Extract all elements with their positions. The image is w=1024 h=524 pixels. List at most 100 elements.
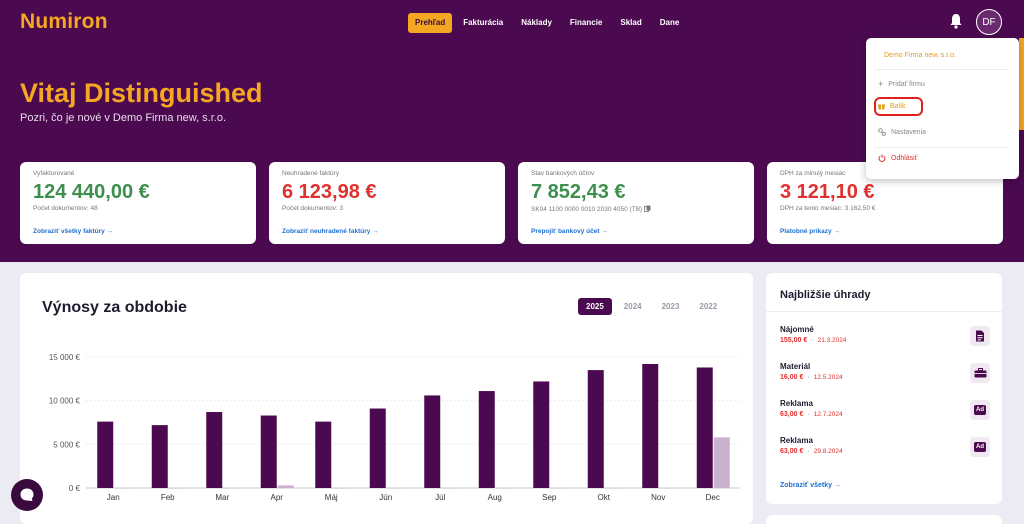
payment-name: Materiál — [780, 362, 811, 371]
payment-item[interactable]: Nájomné 155,00 € · 21.3.2024 — [780, 325, 990, 351]
card-unpaid: Neuhradené faktúry 6 123,98 € Počet doku… — [269, 162, 505, 244]
package-label: Balík — [890, 103, 906, 110]
upcoming-payments-title: Najbližšie úhrady — [780, 289, 871, 301]
nav-item-sklad[interactable]: Sklad — [620, 18, 642, 27]
settings-item[interactable]: Nastavenia — [878, 128, 926, 136]
payment-name: Reklama — [780, 399, 813, 408]
y-tick-label: 15 000 € — [49, 353, 81, 362]
scrollbar[interactable] — [1019, 38, 1024, 130]
plus-icon: + — [878, 79, 884, 89]
payment-amount: 63,00 € — [780, 448, 804, 455]
nav-item-financie[interactable]: Financie — [569, 18, 603, 27]
card-value: 7 852,43 € — [531, 181, 626, 203]
payment-item[interactable]: Reklama 63,00 € · 29.8.2024 Ad — [780, 436, 990, 462]
x-tick-label: Sep — [542, 493, 557, 502]
payment-name: Reklama — [780, 436, 813, 445]
year-tabs: 2025 2024 2023 2022 — [578, 298, 725, 315]
bell-icon[interactable] — [949, 13, 963, 29]
bar-2025-Sep — [533, 381, 550, 488]
bar-secondary-Júl — [441, 488, 458, 489]
dropdown-company-name[interactable]: Demo Firma new, s.r.o. — [884, 52, 956, 59]
toolbox-icon — [970, 363, 990, 383]
divider — [766, 311, 1002, 312]
user-dropdown-menu: Demo Firma new, s.r.o. + Pridať firmu Ba… — [866, 38, 1019, 179]
y-tick-label: 0 € — [69, 484, 81, 493]
revenue-title: Výnosy za obdobie — [42, 299, 187, 316]
card-invoiced: Vyfakturované 124 440,00 € Počet dokumen… — [20, 162, 256, 244]
connect-bank-link[interactable]: Prepojiť bankový účet → — [531, 228, 608, 235]
bar-secondary-Nov — [659, 488, 676, 489]
add-company-item[interactable]: + Pridať firmu — [878, 79, 925, 89]
payment-item[interactable]: Materiál 16,00 € · 12.5.2024 — [780, 362, 990, 388]
payment-amount: 63,00 € — [780, 411, 804, 418]
nav-item-fakturacia[interactable]: Fakturácia — [463, 18, 504, 27]
card-label: DPH za minulý mesiac — [780, 170, 846, 177]
package-item[interactable]: Balík — [878, 103, 906, 110]
payment-date: 12.5.2024 — [813, 374, 843, 381]
x-tick-label: Jan — [107, 493, 120, 502]
bar-2025-Nov — [642, 363, 659, 488]
bar-secondary-Feb — [168, 488, 185, 489]
payment-amount: 155,00 € — [780, 337, 808, 344]
bar-2025-Jún — [369, 408, 386, 488]
iban-text: SK04 1100 0000 0010 2030 4050 (TB) — [531, 206, 643, 213]
upcoming-payments-panel: Najbližšie úhrady Nájomné 155,00 € · 21.3.… — [766, 273, 1002, 504]
x-tick-label: Mar — [215, 493, 229, 502]
card-label: Neuhradené faktúry — [282, 170, 340, 177]
y-tick-label: 10 000 € — [49, 397, 81, 406]
ad-icon: Ad — [970, 437, 990, 457]
payment-name: Nájomné — [780, 325, 814, 334]
payment-date: 29.8.2024 — [813, 448, 843, 455]
divider — [876, 69, 1009, 70]
card-value: 124 440,00 € — [33, 181, 150, 203]
card-sub: Počet dokumentov: 3 — [282, 205, 344, 212]
card-sub: SK04 1100 0000 0010 2030 4050 (TB) — [531, 205, 741, 213]
app-logo[interactable]: Numiron — [20, 10, 108, 33]
next-panel — [766, 515, 1002, 524]
show-unpaid-link[interactable]: Zobraziť neuhradené faktúry → — [282, 228, 379, 235]
x-tick-label: Júl — [435, 493, 445, 502]
ad-badge: Ad — [974, 442, 986, 452]
payment-orders-link[interactable]: Platobné príkazy → — [780, 228, 840, 235]
settings-label: Nastavenia — [891, 128, 927, 136]
nav-item-dane[interactable]: Dane — [659, 18, 680, 27]
bar-2025-Júl — [424, 395, 441, 488]
x-tick-label: Aug — [488, 493, 502, 502]
x-tick-label: Okt — [598, 493, 611, 502]
nav-item-prehlad[interactable]: Prehľad — [408, 13, 453, 33]
bar-secondary-Máj — [332, 488, 349, 489]
revenue-bar-chart: 0 € 5 000 € 10 000 € 15 000 € Jan Feb Mar Apr Má… — [49, 353, 740, 502]
card-sub: DPH za tento mesiac: 3 162,50 € — [780, 205, 876, 212]
show-all-invoices-link[interactable]: Zobraziť všetky faktúry → — [33, 228, 114, 235]
bar-2025-Okt — [587, 370, 604, 488]
show-all-payments-link[interactable]: Zobraziť všetky → — [780, 482, 841, 489]
bar-secondary-Apr — [277, 485, 294, 488]
logout-label: Odhlásiť — [891, 154, 918, 162]
ad-badge: Ad — [974, 405, 986, 415]
nav-item-naklady[interactable]: Náklady — [521, 18, 552, 27]
copy-icon[interactable] — [644, 205, 651, 212]
y-tick-label: 5 000 € — [53, 440, 80, 449]
year-tab-2024[interactable]: 2024 — [623, 302, 642, 311]
bar-secondary-Jan — [114, 488, 131, 489]
payment-date: 12.7.2024 — [813, 411, 843, 418]
bar-secondary-Okt — [604, 488, 621, 489]
year-tab-2023[interactable]: 2023 — [661, 302, 680, 311]
user-avatar[interactable]: DF — [976, 9, 1002, 35]
logout-item[interactable]: Odhlásiť — [878, 154, 917, 162]
bar-secondary-Sep — [550, 488, 567, 489]
year-tab-2022[interactable]: 2022 — [699, 302, 718, 311]
payment-item[interactable]: Reklama 63,00 € · 12.7.2024 Ad — [780, 399, 990, 425]
x-tick-label: Dec — [706, 493, 720, 502]
x-tick-label: Apr — [271, 493, 284, 502]
payment-date: 21.3.2024 — [817, 337, 847, 344]
bar-2025-Feb — [151, 425, 168, 488]
x-tick-label: Máj — [325, 493, 338, 502]
bar-2025-Mar — [206, 412, 223, 488]
bar-secondary-Mar — [223, 488, 240, 489]
chat-launcher-button[interactable] — [11, 479, 43, 511]
bar-2025-Dec — [696, 367, 713, 488]
bar-secondary-Dec — [713, 437, 730, 488]
year-tab-2025[interactable]: 2025 — [578, 298, 612, 315]
card-value: 6 123,98 € — [282, 181, 377, 203]
